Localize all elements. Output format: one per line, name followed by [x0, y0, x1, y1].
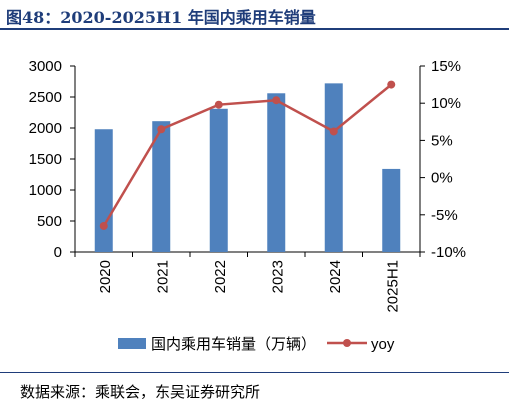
right-axis-tick-label: 15%	[431, 58, 461, 75]
right-axis-tick-label: 10%	[431, 95, 461, 112]
x-axis-tick-label: 2022	[212, 260, 229, 293]
bar-2025H1	[382, 168, 401, 252]
bar-2020	[94, 129, 113, 252]
legend-line-marker	[343, 339, 351, 347]
chart: 0 500 1000 1500 2000 2500 3000 -10% -5% 0% 5% 10% 15…	[29, 58, 466, 353]
x-axis-tick-label: 2021	[154, 260, 171, 293]
source-note: 数据来源：乘联会，东吴证券研究所	[20, 383, 261, 401]
x-axis-tick-label: 2025H1	[384, 260, 401, 313]
x-axis-tick-label: 2024	[327, 260, 344, 293]
yoy-point-2020	[99, 221, 108, 230]
left-axis-tick-label: 1000	[29, 182, 62, 199]
x-axis-tick-label: 2023	[269, 260, 286, 293]
source-rule	[0, 372, 509, 373]
left-axis-tick-label: 500	[37, 213, 62, 230]
legend-bar-label: 国内乘用车销量（万辆）	[151, 336, 316, 353]
x-axis-tick-label: 2020	[97, 260, 114, 293]
yoy-point-2024	[329, 127, 338, 136]
yoy-point-2021	[157, 125, 166, 134]
title-rule	[0, 28, 509, 30]
left-axis-tick-label: 2000	[29, 120, 62, 137]
right-axis-tick-label: -10%	[431, 244, 466, 261]
left-axis-tick-label: 0	[54, 244, 62, 261]
yoy-line	[102, 83, 393, 227]
yoy-point-2022	[214, 100, 223, 109]
right-axis-tick-label: -5%	[431, 207, 458, 224]
bar-2024	[324, 83, 343, 252]
legend-line-label: yoy	[371, 336, 395, 353]
right-axis-tick-label: 5%	[431, 132, 453, 149]
figure-title: 图48：2020-2025H1 年国内乘用车销量	[6, 8, 316, 27]
legend-bar-swatch	[118, 338, 146, 349]
bar-2021	[152, 121, 171, 253]
right-axis-tick-label: 0%	[431, 170, 453, 187]
yoy-point-2025H1	[387, 80, 396, 89]
left-axis-tick-label: 1500	[29, 151, 62, 168]
bar-2022	[209, 108, 228, 252]
left-axis-tick-label: 3000	[29, 58, 62, 75]
bar-2023	[267, 93, 286, 252]
yoy-point-2023	[272, 96, 281, 105]
left-axis-tick-label: 2500	[29, 89, 62, 106]
